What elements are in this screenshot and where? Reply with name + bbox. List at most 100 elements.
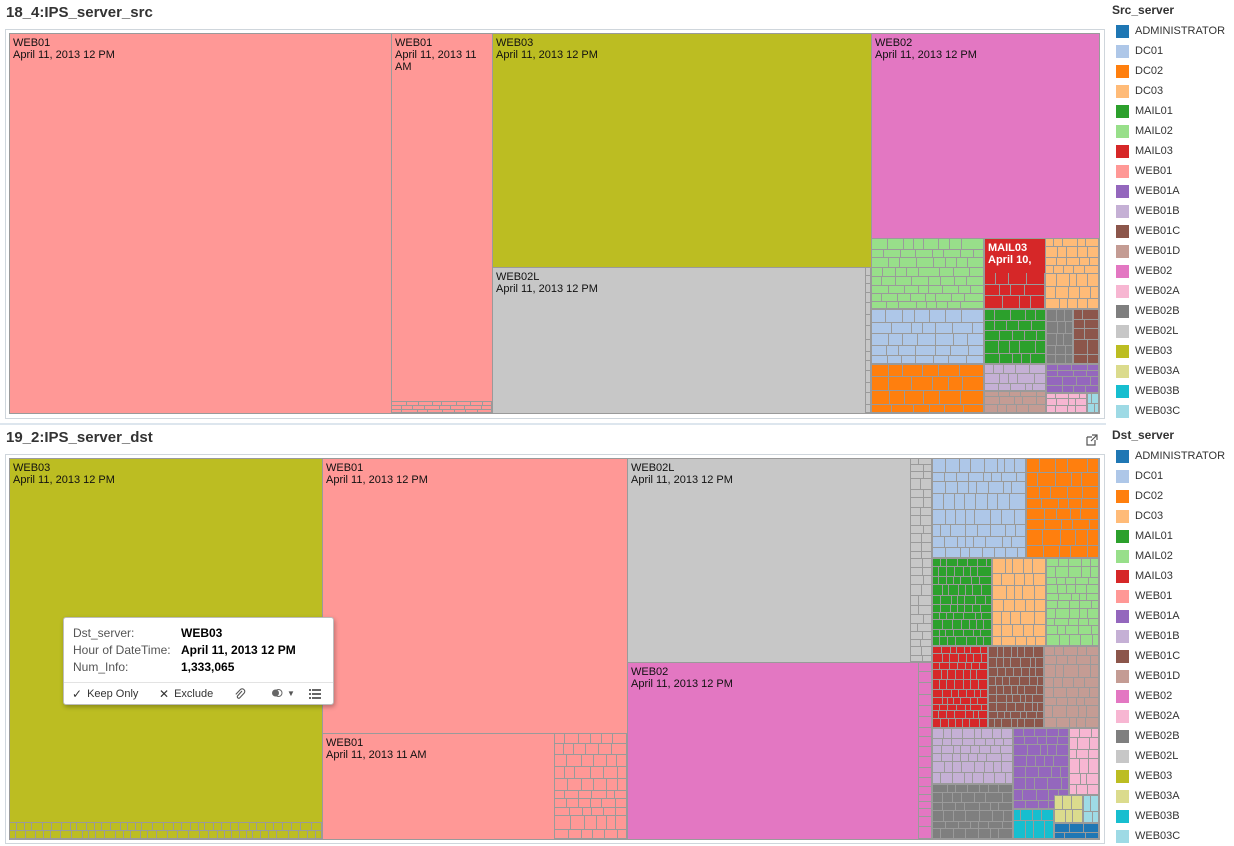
treemap-cell[interactable] — [919, 286, 929, 294]
treemap-cell[interactable] — [1016, 525, 1026, 537]
treemap-cell[interactable] — [1014, 778, 1026, 790]
treemap-cell[interactable] — [1055, 833, 1065, 839]
treemap-cell[interactable] — [1082, 473, 1099, 487]
treemap-cell[interactable] — [266, 823, 274, 831]
treemap-cell[interactable] — [952, 294, 965, 302]
treemap-cell[interactable] — [1016, 703, 1025, 712]
treemap-cell[interactable] — [586, 744, 599, 755]
treemap-cell[interactable] — [1058, 737, 1069, 745]
treemap-cell[interactable] — [889, 377, 912, 391]
treemap-cell[interactable] — [231, 823, 239, 831]
treemap-cell[interactable] — [989, 695, 997, 703]
src-tile-mail03-apr10[interactable]: MAIL03 April 10, — [984, 238, 1046, 310]
treemap-cell[interactable] — [961, 746, 971, 754]
treemap-cell[interactable] — [1077, 785, 1088, 795]
treemap-cell[interactable] — [1030, 668, 1036, 677]
treemap-cell[interactable] — [1073, 810, 1083, 823]
treemap-cell[interactable] — [980, 719, 988, 728]
legend-item-dc03[interactable]: DC03 — [1112, 81, 1225, 101]
treemap-cell[interactable] — [1080, 394, 1087, 399]
treemap-cell[interactable] — [95, 823, 102, 831]
treemap-cell[interactable] — [966, 811, 980, 822]
treemap-cell[interactable] — [1074, 329, 1085, 340]
treemap-cell[interactable] — [1018, 686, 1025, 695]
treemap-cell[interactable] — [923, 568, 932, 576]
treemap-cell[interactable] — [914, 239, 924, 250]
treemap-cell[interactable] — [1047, 377, 1063, 386]
treemap-cell[interactable] — [962, 762, 975, 773]
treemap-cell[interactable] — [964, 567, 971, 577]
treemap-cell[interactable] — [1055, 796, 1063, 810]
treemap-cell[interactable] — [1089, 750, 1099, 759]
treemap-cell[interactable] — [989, 785, 999, 793]
treemap-cell[interactable] — [199, 823, 205, 831]
treemap-cell[interactable] — [974, 654, 982, 663]
treemap-cell[interactable] — [989, 658, 997, 668]
legend-item-dc02[interactable]: DC02 — [1112, 486, 1225, 506]
treemap-cell[interactable] — [999, 384, 1011, 391]
treemap-cell[interactable] — [128, 823, 136, 831]
treemap-cell[interactable] — [946, 459, 960, 473]
treemap-cell[interactable] — [944, 729, 952, 739]
treemap-cell[interactable] — [1022, 354, 1031, 364]
treemap-cell[interactable] — [949, 356, 967, 364]
treemap-cell[interactable] — [989, 686, 997, 695]
legend-item-administrator[interactable]: ADMINISTRATOR — [1112, 446, 1225, 466]
treemap-cell[interactable] — [1045, 656, 1057, 665]
treemap-cell[interactable] — [970, 620, 977, 630]
treemap-cell[interactable] — [1067, 247, 1078, 258]
treemap-cell[interactable] — [1034, 821, 1045, 839]
treemap-cell[interactable] — [933, 510, 946, 525]
treemap-cell[interactable] — [1027, 546, 1044, 558]
treemap-cell[interactable] — [917, 258, 934, 268]
treemap-cell[interactable] — [933, 577, 939, 585]
treemap-cell[interactable] — [1027, 530, 1043, 546]
treemap-cell[interactable] — [105, 831, 116, 839]
treemap-cell[interactable] — [987, 754, 1002, 762]
legend-item-web01c[interactable]: WEB01C — [1112, 646, 1225, 666]
treemap-cell[interactable] — [182, 823, 191, 831]
treemap-cell[interactable] — [945, 405, 964, 413]
treemap-cell[interactable] — [1045, 756, 1054, 767]
treemap-cell[interactable] — [1020, 341, 1036, 354]
treemap-cell[interactable] — [985, 365, 994, 374]
treemap-cell[interactable] — [419, 402, 433, 406]
treemap-cell[interactable] — [940, 391, 961, 405]
treemap-cell[interactable] — [998, 668, 1006, 677]
treemap-cell[interactable] — [916, 356, 934, 364]
treemap-cell[interactable] — [986, 537, 1003, 548]
treemap-cell[interactable] — [999, 785, 1013, 793]
treemap-cell[interactable] — [942, 647, 951, 654]
treemap-cell[interactable] — [1054, 239, 1063, 247]
treemap-cell[interactable] — [933, 377, 949, 391]
treemap-cell[interactable] — [937, 302, 948, 309]
treemap-cell[interactable] — [943, 585, 949, 596]
treemap-cell[interactable] — [1057, 698, 1068, 706]
src-small-tiles-web01a[interactable] — [1046, 364, 1100, 394]
treemap-cell[interactable] — [933, 719, 941, 728]
treemap-cell[interactable] — [933, 494, 944, 510]
treemap-cell[interactable] — [953, 620, 962, 630]
treemap-cell[interactable] — [955, 680, 964, 690]
treemap-cell[interactable] — [1027, 487, 1040, 499]
treemap-cell[interactable] — [225, 831, 232, 839]
treemap-cell[interactable] — [933, 762, 945, 773]
treemap-cell[interactable] — [998, 712, 1005, 719]
treemap-cell[interactable] — [984, 773, 995, 784]
treemap-cell[interactable] — [966, 537, 974, 548]
treemap-cell[interactable] — [591, 767, 604, 779]
treemap-cell[interactable] — [978, 525, 991, 537]
treemap-cell[interactable] — [964, 670, 971, 680]
treemap-cell[interactable] — [1026, 600, 1035, 612]
treemap-cell[interactable] — [1085, 698, 1099, 706]
treemap-cell[interactable] — [947, 711, 955, 719]
treemap-cell[interactable] — [942, 754, 953, 762]
treemap-cell[interactable] — [1014, 767, 1026, 778]
treemap-cell[interactable] — [933, 739, 943, 746]
treemap-cell[interactable] — [617, 755, 627, 767]
treemap-cell[interactable] — [933, 729, 944, 739]
treemap-cell[interactable] — [124, 831, 131, 839]
treemap-cell[interactable] — [1033, 810, 1042, 821]
treemap-cell[interactable] — [555, 779, 568, 791]
treemap-cell[interactable] — [205, 823, 214, 831]
